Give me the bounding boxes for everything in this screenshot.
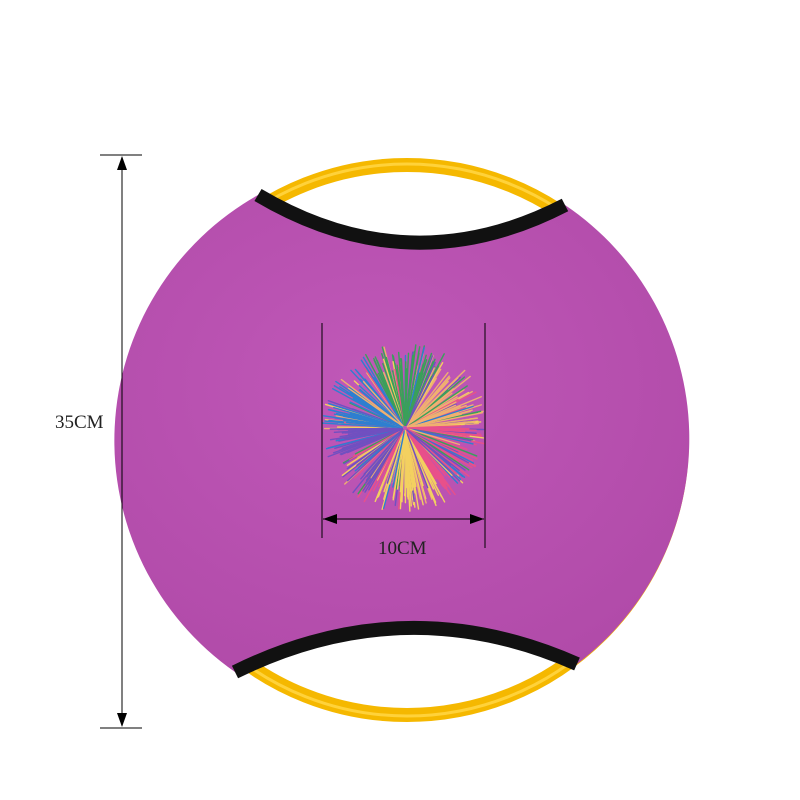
ball-strand [332, 388, 404, 428]
ball-strand [343, 427, 403, 440]
ball-strand [406, 429, 461, 482]
ball-strand [340, 378, 404, 427]
ball-strand [405, 372, 426, 426]
ball-strand [392, 430, 406, 488]
ball-strand [376, 430, 405, 499]
ball-strand [404, 370, 417, 426]
ball-strand [338, 428, 403, 452]
ball-strand [407, 428, 474, 462]
ball-strand [405, 363, 424, 426]
ball-strand [405, 429, 443, 498]
ball-strand [405, 361, 436, 426]
ball-strand [405, 374, 435, 427]
top-black-trim [254, 188, 569, 250]
ball-strand [336, 427, 403, 431]
ball-strand [399, 430, 406, 493]
ball-strand [358, 384, 404, 427]
arrow-down-icon [117, 713, 127, 727]
ball-strand [404, 352, 410, 426]
ball-strand [406, 371, 449, 427]
ball-strand [373, 377, 405, 427]
ball-strand [407, 427, 482, 437]
ball-strand [338, 405, 403, 428]
ball-strand [407, 427, 474, 445]
arrow-left-icon [323, 514, 337, 524]
ball-strand [406, 428, 470, 471]
ball-strand [406, 429, 451, 478]
ball-strand [407, 427, 466, 430]
ball-strand [405, 430, 429, 489]
ball-strand [388, 430, 405, 485]
ball-strand [333, 413, 403, 429]
ball-width-label: 10CM [378, 538, 427, 559]
ball-strand [404, 430, 412, 507]
ball-strand [405, 430, 424, 487]
height-dimension [100, 154, 142, 729]
ball-strand [406, 401, 457, 428]
koosh-ball [321, 344, 486, 512]
ball-strand [404, 350, 415, 426]
ball-strand [356, 429, 404, 466]
ball-strand [396, 364, 406, 426]
ball-strand [404, 430, 414, 488]
ball-width-dimension [321, 323, 486, 548]
ball-strand [406, 380, 449, 427]
ball-strand [360, 429, 404, 480]
arrow-right-icon [470, 514, 484, 524]
ball-strand [407, 428, 461, 446]
ball-strand [406, 382, 453, 427]
ball-strand [406, 385, 468, 428]
ball-strand [406, 429, 452, 467]
ball-strand [407, 428, 478, 457]
ball-strand [406, 429, 451, 488]
ball-strand [349, 428, 404, 461]
ball-strand [363, 429, 405, 503]
ball-strand [362, 380, 404, 427]
ball-strand [406, 428, 473, 469]
ball-strand [382, 362, 405, 426]
ball-strand [339, 428, 403, 455]
ball-strand [367, 429, 405, 485]
bottom-black-trim [231, 621, 580, 679]
ball-strand [407, 405, 474, 428]
arrow-up-icon [117, 156, 127, 170]
height-label: 35CM [55, 412, 104, 433]
ball-strand [406, 388, 454, 427]
ball-strand [407, 411, 484, 429]
